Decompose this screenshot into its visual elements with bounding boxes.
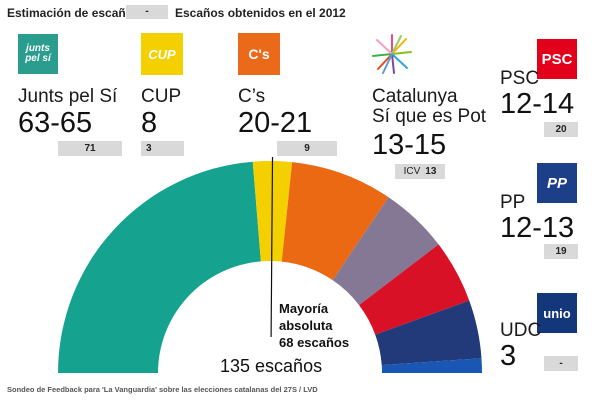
- pp-previous: 19: [544, 244, 578, 259]
- legend-previous-swatch: -: [126, 5, 168, 19]
- catalunya-si-que-es-pot-range: 13-15: [372, 129, 447, 161]
- icv-prefix: ICV: [403, 166, 421, 177]
- legend-previous-label: Escaños obtenidos en el 2012: [175, 6, 346, 20]
- catalunya-si-que-es-pot-name-line2: Sí que es Pot: [372, 106, 487, 127]
- udc-previous: -: [544, 356, 578, 371]
- seat-slice-pp: [375, 300, 482, 366]
- cup-name: CUP: [141, 86, 182, 107]
- pp-logo-text: PP: [546, 174, 567, 192]
- seat-slice-junts-pel-si: [58, 161, 261, 373]
- udc-logo: unio: [537, 293, 577, 333]
- psc-previous: 20: [544, 122, 578, 137]
- pp-logo: PP: [537, 163, 577, 203]
- junts-pel-si-logo-text: junts pel sí: [25, 43, 51, 64]
- total-seats-label: 135 escaños: [220, 356, 323, 376]
- udc-range: 3: [500, 340, 517, 372]
- udc-logo-text: unio: [543, 305, 571, 321]
- pp-range: 12-13: [500, 212, 575, 244]
- cup-previous: 3: [141, 141, 184, 156]
- source-footer: Sondeo de Feedback para 'La Vanguardia' …: [7, 385, 318, 394]
- cs-name: C’s: [238, 86, 266, 107]
- majority-label: Mayoría absoluta 68 escaños: [279, 300, 349, 351]
- cup-range: 8: [141, 107, 158, 139]
- majority-line1: Mayoría: [279, 301, 329, 316]
- cs-logo-text: C's: [248, 46, 270, 62]
- majority-line2: absoluta: [279, 318, 333, 333]
- junts-pel-si-logo: junts pel sí: [18, 34, 58, 74]
- cs-logo: C's: [238, 33, 280, 75]
- cs-range: 20-21: [238, 107, 313, 139]
- seat-slice-udc: [381, 358, 482, 373]
- catalunya-si-que-es-pot-previous: ICV 13: [395, 164, 445, 179]
- seat-slice-catalunya-si-que-es-pot: [332, 197, 439, 306]
- pp-name: PP: [500, 192, 526, 213]
- cs-previous: 9: [277, 141, 337, 156]
- legend-estimation-label: Estimación de escaños: [7, 6, 140, 20]
- psc-range: 12-14: [500, 88, 575, 120]
- cup-logo-text: CUP: [148, 46, 176, 62]
- junts-pel-si-name: Junts pel Sí: [18, 86, 118, 107]
- cup-logo: CUP: [141, 33, 183, 75]
- seat-slice-c-s: [281, 162, 389, 281]
- psc-name: PSC: [500, 68, 540, 89]
- majority-line3: 68 escaños: [279, 335, 350, 350]
- udc-name: UDC: [500, 320, 542, 341]
- icv-value: 13: [425, 166, 437, 177]
- majority-line: [270, 157, 274, 338]
- psc-logo-text: PSC: [541, 50, 573, 68]
- junts-pel-si-range: 63-65: [18, 107, 93, 139]
- seat-slice-psc: [359, 244, 470, 335]
- catalunya-si-que-es-pot-logo: [372, 34, 412, 74]
- catalunya-si-que-es-pot-name-line1: Catalunya: [372, 86, 458, 107]
- psc-logo: PSC: [537, 39, 577, 79]
- junts-pel-si-previous: 71: [58, 141, 122, 156]
